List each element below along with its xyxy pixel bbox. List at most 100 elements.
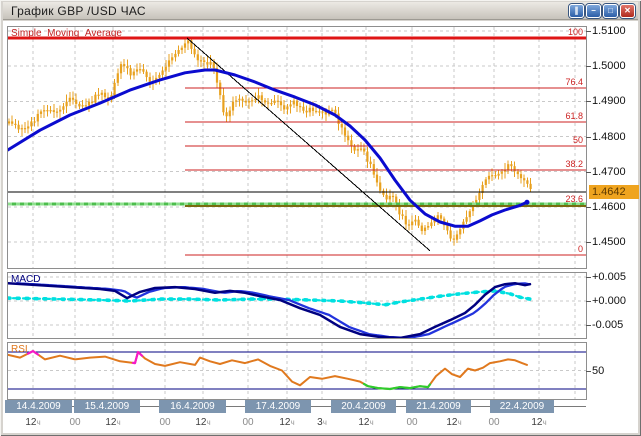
fib-level-label: 61.8 [565, 111, 583, 121]
price-axis-label: 1.5100 [592, 25, 626, 37]
candle-body [158, 74, 161, 78]
candle-body [366, 151, 369, 162]
candle-body [46, 110, 49, 112]
candle-body [65, 101, 68, 107]
candle-body [279, 101, 283, 106]
price-tick [586, 31, 591, 32]
candle-body [231, 101, 235, 111]
time-label: 12ч [105, 417, 121, 428]
candle-body [385, 194, 388, 200]
candle-body [276, 100, 279, 102]
rsi-svg[interactable] [8, 343, 586, 399]
price-tick [586, 207, 591, 208]
price-axis-label: 1.4900 [592, 95, 626, 107]
candle-body [62, 106, 65, 110]
candle-body [439, 215, 443, 219]
price-axis-label: 1.4800 [592, 131, 626, 143]
time-label: 12ч [358, 417, 374, 428]
rsi-colored-segment [131, 350, 144, 365]
price-chart-panel[interactable]: Simple_Moving_Average [7, 26, 587, 269]
candle-body [126, 66, 129, 69]
candle-body [299, 106, 302, 108]
candle-body [177, 50, 180, 54]
time-label: 00 [159, 417, 171, 428]
rsi-panel[interactable]: RSI [7, 342, 587, 400]
candle-body [183, 43, 187, 48]
candle-body [468, 211, 471, 218]
candle-body [225, 112, 228, 117]
macd-indicator-label: MACD [11, 274, 41, 285]
time-label: 00 [406, 417, 418, 428]
candle-body [503, 169, 507, 172]
candle-body [494, 175, 497, 177]
candle-body [215, 68, 219, 83]
candle-body [81, 105, 84, 107]
candle-body [433, 219, 436, 223]
candle-body [113, 82, 116, 96]
candle-body [30, 121, 33, 127]
candle-body [84, 105, 87, 107]
candle-body [398, 206, 401, 215]
candle-body [420, 225, 423, 232]
current-price-badge: 1.4642 [589, 185, 639, 199]
candle-body [411, 221, 414, 226]
candle-body [71, 97, 75, 100]
candle-body [375, 174, 379, 183]
candle-body [430, 222, 433, 227]
price-chart-svg[interactable] [8, 27, 586, 268]
candle-body [203, 60, 206, 63]
date-box: 17.4.2009 [245, 400, 311, 413]
price-axis-label: 1.5000 [592, 60, 626, 72]
candle-body [302, 106, 305, 111]
candle-body [190, 40, 193, 49]
time-label: 12ч [531, 417, 547, 428]
candle-body [23, 128, 27, 130]
candle-body [292, 100, 295, 105]
candle-body [321, 111, 324, 113]
candle-body [196, 54, 199, 61]
macd-panel[interactable]: MACD [7, 272, 587, 339]
candle-body [55, 111, 59, 113]
candle-body [132, 71, 135, 76]
date-box: 22.4.2009 [490, 400, 554, 413]
candle-body [471, 204, 475, 212]
candle-body [491, 175, 494, 177]
candle-body [516, 171, 519, 175]
candle-body [167, 60, 171, 67]
candle-body [283, 105, 286, 110]
candle-body [356, 149, 359, 151]
candle-body [14, 123, 17, 125]
candle-body [465, 217, 468, 222]
candle-body [49, 110, 52, 112]
date-box: 20.4.2009 [331, 400, 396, 413]
time-label: 12ч [25, 417, 41, 428]
time-label: 12ч [195, 417, 211, 428]
close-button[interactable]: ✕ [620, 3, 635, 18]
time-label: 00 [242, 417, 254, 428]
fib-level-label: 76.4 [565, 77, 583, 87]
candle-body [379, 182, 382, 191]
candle-body [97, 94, 100, 96]
date-box: 15.4.2009 [74, 400, 140, 413]
candle-body [478, 192, 481, 200]
pause-button[interactable]: ∥ [569, 3, 584, 18]
candle-body [500, 171, 503, 174]
candle-body [305, 110, 308, 113]
title-bar[interactable]: График GBP /USD ЧАС ∥ − □ ✕ [3, 2, 638, 20]
candle-body [8, 121, 11, 124]
candle-body [353, 146, 356, 151]
candle-body [116, 73, 119, 83]
maximize-button[interactable]: □ [603, 3, 618, 18]
candle-body [446, 225, 449, 231]
minimize-button[interactable]: − [586, 3, 601, 18]
candles [8, 36, 532, 246]
candle-body [481, 184, 484, 193]
price-tick [586, 101, 591, 102]
candle-body [318, 111, 321, 113]
candle-body [343, 127, 347, 136]
candle-body [529, 183, 532, 190]
macd-signal-line [15, 282, 531, 338]
candle-body [519, 174, 523, 179]
macd-svg[interactable] [8, 273, 586, 338]
